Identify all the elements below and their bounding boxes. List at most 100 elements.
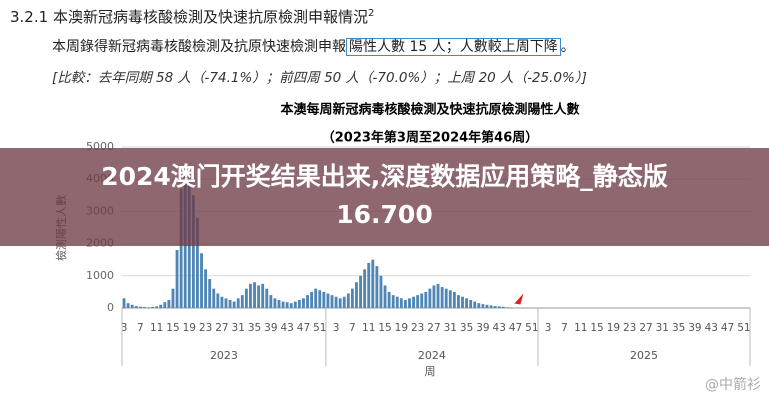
summary: 本周錄得新冠病毒核酸檢測及抗原快速檢測申報 陽性人數 15 人；人數較上周下降。 xyxy=(52,36,575,56)
x-tick-label: 3 xyxy=(545,322,552,334)
bar xyxy=(281,301,285,308)
bar xyxy=(171,288,175,308)
bar xyxy=(196,217,199,308)
bar xyxy=(391,295,395,308)
bar xyxy=(244,288,248,308)
x-tick-label: 15 xyxy=(590,322,603,334)
bar xyxy=(452,291,456,308)
x-tick-label: 51 xyxy=(525,322,538,334)
bar xyxy=(236,298,240,308)
x-tick-label: 7 xyxy=(349,322,356,334)
bar xyxy=(497,306,501,308)
bar xyxy=(191,195,195,308)
bar xyxy=(485,304,489,308)
bar xyxy=(147,307,150,308)
bar xyxy=(232,301,236,308)
bar xyxy=(122,298,126,308)
chart-subtitle: （2023年第3周至2024年第46周） xyxy=(322,130,539,146)
bar xyxy=(473,301,477,308)
bar xyxy=(293,301,297,308)
x-tick-label: 47 xyxy=(721,322,734,334)
x-group-label: 2024 xyxy=(418,349,446,362)
bar xyxy=(220,296,224,308)
x-tick-label: 31 xyxy=(444,322,457,334)
bar xyxy=(302,298,305,308)
bar xyxy=(359,275,362,308)
bar xyxy=(363,269,367,308)
x-tick-label: 31 xyxy=(656,322,669,334)
bar xyxy=(424,291,428,308)
x-tick-label: 27 xyxy=(639,322,652,334)
bar xyxy=(224,298,228,308)
bar xyxy=(428,288,432,308)
bar xyxy=(204,269,208,308)
section-heading: 3.2.1 本澳新冠病毒核酸檢測及快速抗原檢測申報情況2 xyxy=(10,6,374,27)
x-group-label: 2025 xyxy=(630,349,658,362)
x-tick-label: 11 xyxy=(574,322,587,334)
bar xyxy=(465,298,469,308)
bar xyxy=(448,290,452,308)
watermark: @中箭衫 xyxy=(705,377,761,393)
bar xyxy=(367,262,371,308)
bar xyxy=(481,304,485,308)
bar xyxy=(265,288,269,308)
bar xyxy=(395,296,399,308)
bar xyxy=(412,296,415,308)
x-tick-label: 47 xyxy=(509,322,522,334)
bar xyxy=(228,299,232,308)
x-tick-label: 31 xyxy=(232,322,245,334)
bar xyxy=(457,295,460,308)
bar xyxy=(269,295,273,308)
x-tick-label: 43 xyxy=(280,322,293,334)
bar xyxy=(432,285,436,308)
x-tick-label: 7 xyxy=(561,322,568,334)
bar xyxy=(138,306,142,308)
x-tick-label: 23 xyxy=(199,322,212,334)
x-tick-label: 39 xyxy=(476,322,489,334)
bar xyxy=(375,266,379,308)
bar xyxy=(240,295,244,308)
bar xyxy=(489,305,493,308)
bar xyxy=(216,293,220,308)
x-tick-label: 7 xyxy=(137,322,144,334)
x-tick-label: 3 xyxy=(121,322,128,334)
banner-line: 16.700 xyxy=(336,200,433,229)
x-tick-label: 3 xyxy=(333,322,340,334)
x-tick-label: 19 xyxy=(607,322,620,334)
banner-line: 2024澳门开奖结果出来,深度数据应用策略_静态版 xyxy=(101,162,668,191)
x-tick-label: 47 xyxy=(297,322,310,334)
bar xyxy=(297,299,301,308)
x-tick-label: 51 xyxy=(737,322,750,334)
bar xyxy=(505,307,509,308)
bar xyxy=(167,299,171,308)
bar xyxy=(306,295,309,308)
bar xyxy=(399,298,403,308)
bar xyxy=(310,291,314,308)
x-axis-label: 周 xyxy=(425,365,436,378)
x-tick-label: 23 xyxy=(411,322,424,334)
summary-text: 本周錄得新冠病毒核酸檢測及抗原快速檢測申報 xyxy=(52,39,346,55)
bar xyxy=(212,288,216,308)
bar xyxy=(285,302,289,308)
bar xyxy=(355,282,358,308)
bar xyxy=(444,288,448,308)
bar xyxy=(314,288,318,308)
x-tick-label: 39 xyxy=(688,322,701,334)
bar xyxy=(350,288,354,308)
x-tick-label: 19 xyxy=(395,322,408,334)
bar xyxy=(371,259,375,308)
bar xyxy=(257,285,261,308)
x-tick-label: 15 xyxy=(166,322,179,334)
banner: 2024澳门开奖结果出来,深度数据应用策略_静态版 16.700 xyxy=(0,148,769,246)
section-title: 本澳新冠病毒核酸檢測及快速抗原檢測申報情況 xyxy=(52,8,368,26)
bar xyxy=(403,299,407,308)
chart-title: 本澳每周新冠病毒核酸檢測及快速抗原檢測陽性人數 xyxy=(280,102,579,118)
bar xyxy=(175,250,179,308)
bar xyxy=(436,283,440,308)
bar xyxy=(126,303,130,308)
bar xyxy=(253,282,256,308)
bar xyxy=(501,306,505,308)
summary-boxed: 陽性人數 15 人；人數較上周下降 xyxy=(346,38,561,56)
bar xyxy=(346,293,350,308)
x-tick-label: 11 xyxy=(362,322,375,334)
